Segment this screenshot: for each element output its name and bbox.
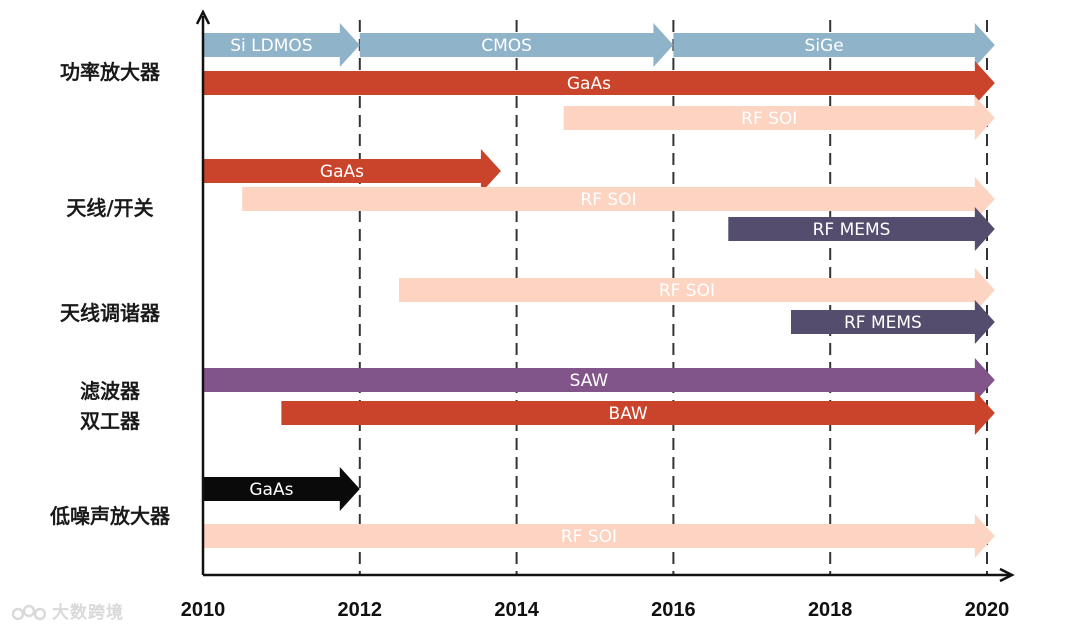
bar-filter-saw — [203, 358, 995, 402]
bar-pa-sige — [673, 23, 995, 67]
x-tick-label-2018: 2018 — [808, 599, 853, 621]
bar-label: GaAs — [320, 162, 364, 182]
bar-label: Si LDMOS — [230, 36, 312, 56]
watermark-text: 大数跨境 — [52, 603, 124, 623]
x-tick-label-2016: 2016 — [651, 599, 696, 621]
bar-label: CMOS — [481, 36, 532, 56]
category-label-pa: 功率放大器 — [30, 57, 190, 87]
x-tick-label-2020: 2020 — [965, 599, 1010, 621]
bar-label: RF SOI — [580, 190, 636, 210]
bar-label: BAW — [609, 404, 648, 424]
watermark: 大数跨境 — [12, 598, 124, 623]
category-label-line: 滤波器 — [80, 379, 140, 403]
bar-lna-gaas — [203, 467, 360, 511]
watermark-logo-icon — [12, 604, 46, 621]
category-label-line: 双工器 — [80, 409, 140, 433]
category-label-line: 天线调谐器 — [60, 301, 160, 325]
category-label-line: 天线/开关 — [66, 196, 154, 220]
bar-label: SAW — [570, 371, 609, 391]
bar-lna-rf-soi — [203, 514, 995, 558]
bar-tuner-rf-mems — [791, 300, 995, 344]
bar-switch-gaas — [203, 149, 501, 193]
bar-label: RF SOI — [561, 527, 617, 547]
bar-label: SiGe — [805, 36, 844, 56]
bar-label: RF MEMS — [813, 220, 891, 240]
bar-label: GaAs — [567, 74, 611, 94]
bar-switch-rf-soi — [242, 177, 995, 221]
category-label-line: 低噪声放大器 — [50, 504, 170, 528]
bar-pa-gaas — [203, 61, 995, 105]
x-axis-arrow-icon — [999, 567, 1015, 583]
bar-tuner-rf-soi — [399, 268, 995, 312]
bar-label: GaAs — [249, 480, 293, 500]
category-label-filter: 滤波器 双工器 — [30, 376, 190, 436]
category-label-tuner: 天线调谐器 — [30, 298, 190, 328]
bar-filter-baw — [281, 391, 995, 435]
x-tick-label-2010: 2010 — [181, 599, 226, 621]
bar-label: RF SOI — [741, 109, 797, 129]
x-tick-label-2014: 2014 — [494, 599, 539, 621]
bar-pa-si-ldmos — [203, 23, 360, 67]
x-tick-label-2012: 2012 — [338, 599, 383, 621]
y-axis-arrow-icon — [195, 9, 211, 25]
category-label-switch: 天线/开关 — [30, 193, 190, 223]
bar-label: RF MEMS — [844, 313, 922, 333]
bar-switch-rf-mems — [728, 207, 995, 251]
bar-pa-rf-soi — [563, 96, 995, 140]
category-label-line: 功率放大器 — [60, 60, 160, 84]
category-label-lna: 低噪声放大器 — [30, 501, 190, 531]
bar-pa-cmos — [359, 23, 674, 67]
bar-label: RF SOI — [659, 281, 715, 301]
